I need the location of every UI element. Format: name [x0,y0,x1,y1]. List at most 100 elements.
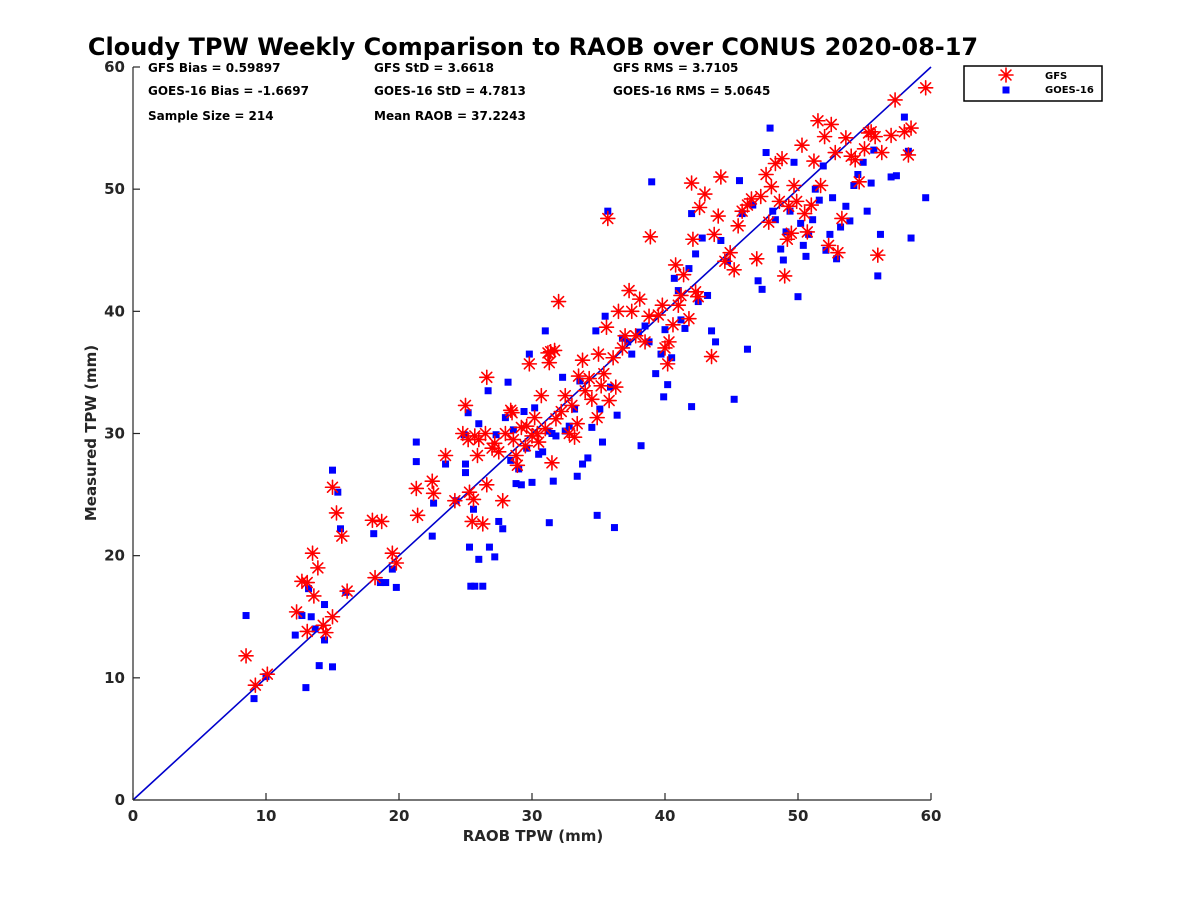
gfs-point [425,485,442,502]
legend-box [963,65,1103,102]
legend: GFS GOES-16 [963,65,1103,102]
goes-16-point [520,408,528,416]
goes-16-point [588,423,596,431]
gfs-point [830,244,846,261]
goes-16-point [688,403,696,411]
gfs-point [324,479,341,496]
gfs-point [614,340,631,356]
gfs-point [437,447,454,464]
goes-16-point [712,338,720,346]
goes-16-point [517,481,525,489]
gfs-point [838,130,854,146]
goes-16-point [539,448,547,456]
goes-16-point [674,287,682,295]
goes-16-point [863,207,871,215]
goes-16-point [501,414,509,422]
goes-16-point [664,381,672,389]
gfs-point [364,512,381,529]
goes-16-point [668,354,676,362]
y-axis-label: Measured TPW (mm) [82,345,100,521]
stat-gfs-rms: GFS RMS = 3.7105 [613,61,738,75]
goes-16-point [382,579,390,587]
gfs-point [409,507,426,524]
goes-16-point [766,124,774,132]
goes-16-point [688,210,696,218]
goes-16-point [584,454,592,462]
gfs-point [593,378,609,394]
x-tick-label: 10 [256,807,277,825]
gfs-point [706,226,723,243]
stats-block: GFS Bias = 0.59897 GFS StD = 3.6618 GFS … [148,61,770,123]
gfs-point [310,560,326,576]
y-tick-label: 0 [115,791,125,809]
goes-16-point [677,316,685,324]
x-axis-label: RAOB TPW (mm) [463,827,604,845]
x-tick-label: 50 [788,807,809,825]
goes-16-point [525,350,533,358]
gfs-point [388,555,405,571]
goes-16-point [794,293,802,301]
goes-16-point [837,223,845,231]
goes-16-point [660,393,668,401]
gfs-point [827,144,844,161]
gfs-point [601,392,617,409]
gfs-point [521,356,538,372]
gfs-point [288,604,305,620]
goes-16-point [492,431,500,439]
goes-16-point [698,234,706,242]
goes-16-point [833,255,841,263]
gfs-point [373,513,390,530]
gfs-point [469,447,486,464]
gfs-point [461,484,478,500]
gfs-point [752,188,769,205]
goes-16-point [573,472,581,480]
gfs-point [533,387,550,404]
goes-16-point [485,543,493,551]
gfs-point [627,327,644,344]
gfs-point [774,150,790,167]
goes-16-point [552,432,560,440]
goes-16-point [464,409,472,417]
gfs-point [631,291,648,307]
gfs-point [477,425,494,442]
goes-16-point [819,162,827,170]
goes-16-point [593,511,601,519]
goes-16-point [826,230,834,238]
gfs-point [637,334,653,350]
goes-16-point [717,236,725,244]
y-tick-label: 50 [104,180,125,198]
goes-16-point [802,252,810,260]
goes-16-point [628,350,636,358]
goes-16-point [829,194,837,202]
gfs-point [670,297,687,314]
goes-16-point [922,194,930,202]
goes-16-point [321,601,329,609]
gfs-point [697,186,713,202]
gfs-point [569,415,586,432]
x-tick-label: 40 [655,807,676,825]
gfs-point [641,308,657,325]
goes-16-point [462,460,469,468]
gfs-point [517,437,534,454]
goes-16-point [876,230,884,238]
goes-16-point [548,430,556,437]
gfs-point [834,210,850,227]
gfs-point [508,447,524,464]
goes-16-point [412,458,420,466]
goes-16-point [624,338,632,346]
goes-16-point [846,217,854,225]
goes-16-point [329,466,336,474]
goes-16-point [329,663,336,671]
goes-16-point [250,695,258,703]
goes-16-point [559,373,567,381]
goes-16-point [495,517,503,525]
x-tick-label: 0 [128,807,138,825]
gfs-point [776,268,793,284]
gfs-point [820,237,837,254]
goes-16-point [311,625,319,633]
gfs-point [794,137,810,153]
gfs-point [783,225,800,241]
gfs-point [710,208,727,224]
goes-16-point [870,146,878,154]
gfs-point [673,287,689,304]
